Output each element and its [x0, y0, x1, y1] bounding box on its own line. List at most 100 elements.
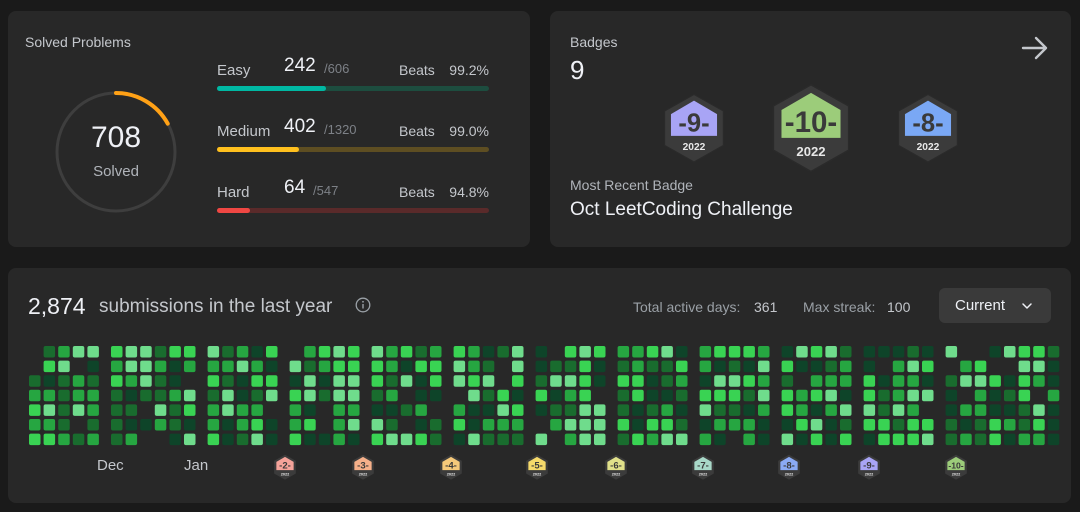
heatmap-cell[interactable] [632, 433, 644, 446]
heatmap-cell[interactable] [646, 375, 659, 387]
heatmap-cell[interactable] [945, 433, 958, 446]
heatmap-cell[interactable] [1018, 375, 1031, 387]
heatmap-cell[interactable] [1047, 346, 1060, 358]
heatmap-cell[interactable] [125, 375, 138, 387]
heatmap-cell[interactable] [892, 389, 905, 402]
heatmap-cell[interactable] [371, 419, 384, 431]
heatmap-cell[interactable] [743, 404, 755, 416]
heatmap-cell[interactable] [453, 360, 466, 373]
heatmap-cell[interactable] [184, 419, 196, 431]
heatmap-cell[interactable] [154, 404, 167, 416]
monthly-badge[interactable]: -3- 2022 [351, 454, 375, 485]
monthly-badge[interactable]: -7- 2022 [691, 454, 715, 485]
heatmap-cell[interactable] [415, 346, 427, 358]
year-select-dropdown[interactable]: Current [939, 288, 1051, 323]
heatmap-cell[interactable] [169, 389, 181, 402]
heatmap-cell[interactable] [111, 433, 123, 446]
heatmap-cell[interactable] [781, 404, 794, 416]
heatmap-cell[interactable] [796, 389, 808, 402]
heatmap-cell[interactable] [1033, 419, 1045, 431]
heatmap-cell[interactable] [661, 389, 673, 402]
heatmap-cell[interactable] [236, 389, 249, 402]
heatmap-cell[interactable] [304, 404, 316, 416]
heatmap-cell[interactable] [400, 404, 413, 416]
heatmap-cell[interactable] [72, 389, 85, 402]
heatmap-cell[interactable] [333, 375, 345, 387]
heatmap-cell[interactable] [907, 375, 919, 387]
heatmap-cell[interactable] [1004, 433, 1016, 446]
heatmap-cell[interactable] [840, 346, 852, 358]
heatmap-cell[interactable] [617, 375, 630, 387]
heatmap-cell[interactable] [318, 433, 331, 446]
heatmap-cell[interactable] [728, 389, 741, 402]
heatmap-cell[interactable] [579, 419, 591, 431]
heatmap-cell[interactable] [535, 360, 548, 373]
heatmap-cell[interactable] [468, 346, 480, 358]
heatmap-cell[interactable] [907, 389, 919, 402]
heatmap-cell[interactable] [564, 389, 577, 402]
heatmap-cell[interactable] [535, 433, 548, 446]
heatmap-cell[interactable] [43, 433, 56, 446]
heatmap-cell[interactable] [140, 375, 152, 387]
heatmap-cell[interactable] [960, 419, 972, 431]
badge-item[interactable]: -8- 2022 [896, 93, 960, 168]
heatmap-cell[interactable] [825, 389, 837, 402]
heatmap-cell[interactable] [535, 375, 548, 387]
heatmap-cell[interactable] [169, 433, 181, 446]
heatmap-cell[interactable] [878, 433, 890, 446]
heatmap-cell[interactable] [512, 346, 524, 358]
heatmap-cell[interactable] [371, 404, 384, 416]
heatmap-cell[interactable] [222, 404, 234, 416]
heatmap-cell[interactable] [1033, 360, 1045, 373]
heatmap-cell[interactable] [482, 375, 495, 387]
heatmap-cell[interactable] [497, 389, 509, 402]
heatmap-cell[interactable] [989, 404, 1001, 416]
heatmap-cell[interactable] [222, 346, 234, 358]
heatmap-cell[interactable] [512, 404, 524, 416]
heatmap-cell[interactable] [236, 404, 249, 416]
heatmap-cell[interactable] [945, 346, 958, 358]
heatmap-cell[interactable] [1018, 419, 1031, 431]
heatmap-cell[interactable] [236, 375, 249, 387]
heatmap-cell[interactable] [58, 404, 70, 416]
heatmap-cell[interactable] [348, 389, 360, 402]
heatmap-cell[interactable] [184, 360, 196, 373]
heatmap-cell[interactable] [781, 433, 794, 446]
badge-icon[interactable]: -10- 2022 [770, 83, 852, 173]
heatmap-cell[interactable] [646, 360, 659, 373]
heatmap-cell[interactable] [945, 419, 958, 431]
heatmap-cell[interactable] [348, 419, 360, 431]
heatmap-cell[interactable] [1047, 433, 1060, 446]
heatmap-cell[interactable] [222, 360, 234, 373]
heatmap-cell[interactable] [579, 346, 591, 358]
heatmap-cell[interactable] [169, 346, 181, 358]
heatmap-cell[interactable] [676, 389, 688, 402]
heatmap-cell[interactable] [632, 346, 644, 358]
heatmap-cell[interactable] [863, 346, 876, 358]
heatmap-cell[interactable] [207, 404, 220, 416]
info-icon[interactable] [355, 297, 371, 313]
heatmap-cell[interactable] [468, 375, 480, 387]
heatmap-cell[interactable] [989, 389, 1001, 402]
heatmap-cell[interactable] [878, 404, 890, 416]
heatmap-cell[interactable] [266, 433, 278, 446]
heatmap-cell[interactable] [825, 375, 837, 387]
heatmap-cell[interactable] [810, 346, 823, 358]
heatmap-cell[interactable] [58, 419, 70, 431]
heatmap-cell[interactable] [661, 346, 673, 358]
heatmap-cell[interactable] [43, 389, 56, 402]
heatmap-cell[interactable] [58, 375, 70, 387]
heatmap-cell[interactable] [371, 346, 384, 358]
heatmap-cell[interactable] [125, 389, 138, 402]
heatmap-cell[interactable] [960, 375, 972, 387]
heatmap-cell[interactable] [304, 360, 316, 373]
heatmap-cell[interactable] [289, 389, 302, 402]
heatmap-cell[interactable] [594, 375, 606, 387]
heatmap-cell[interactable] [304, 433, 316, 446]
heatmap-cell[interactable] [907, 360, 919, 373]
heatmap-cell[interactable] [1047, 375, 1060, 387]
heatmap-cell[interactable] [236, 433, 249, 446]
heatmap-cell[interactable] [430, 419, 442, 431]
heatmap-cell[interactable] [758, 433, 770, 446]
heatmap-cell[interactable] [497, 346, 509, 358]
